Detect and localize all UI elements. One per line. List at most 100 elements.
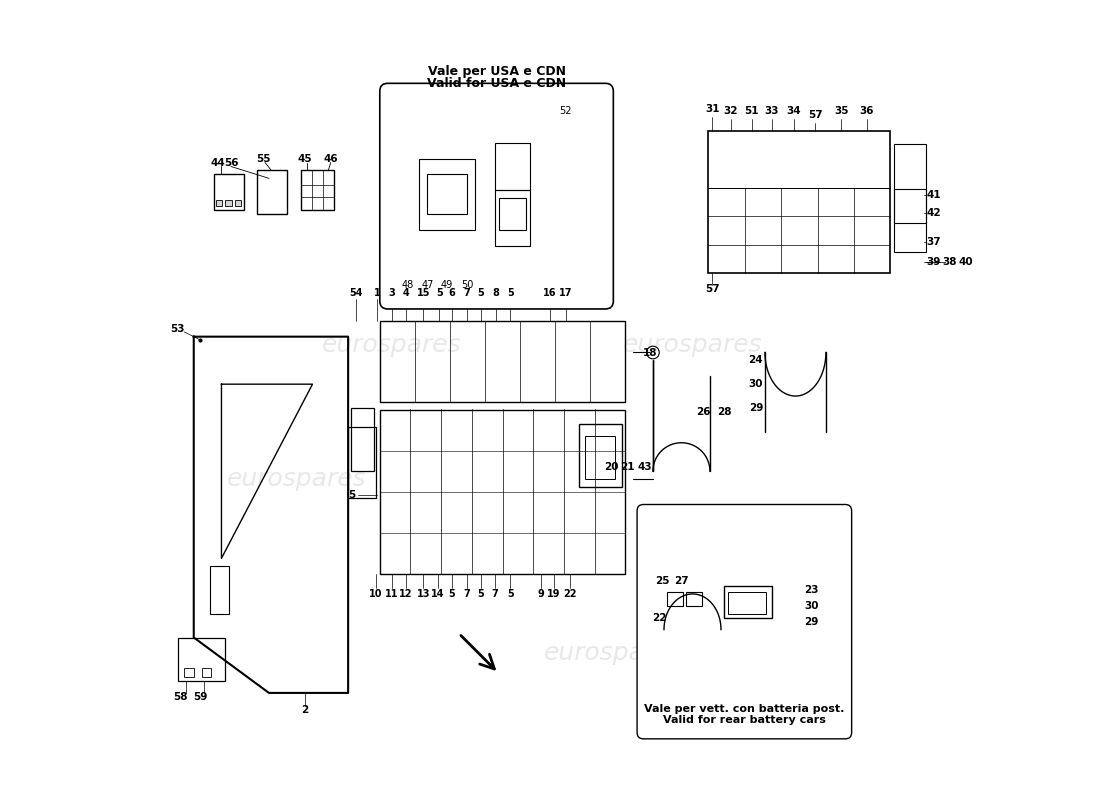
Text: 27: 27 — [674, 575, 689, 586]
Bar — [686, 591, 702, 606]
Text: 50: 50 — [461, 280, 473, 290]
Text: 18: 18 — [642, 347, 657, 358]
Text: 7: 7 — [463, 288, 471, 298]
Bar — [213, 174, 243, 210]
Text: 57: 57 — [807, 110, 823, 120]
Text: 54: 54 — [350, 288, 363, 298]
Text: 19: 19 — [547, 589, 561, 599]
Text: 42: 42 — [926, 209, 942, 218]
Bar — [379, 321, 625, 402]
Text: Vale per vett. con batteria post.: Vale per vett. con batteria post. — [645, 704, 845, 714]
Text: 30: 30 — [804, 601, 818, 611]
Bar — [724, 586, 772, 618]
Bar — [216, 200, 222, 206]
Text: 6: 6 — [449, 288, 455, 298]
Text: 14: 14 — [431, 589, 444, 599]
Text: 5: 5 — [477, 288, 484, 298]
Text: 3: 3 — [388, 288, 395, 298]
Text: 21: 21 — [620, 462, 635, 472]
Text: 10: 10 — [370, 589, 383, 599]
Bar — [728, 591, 766, 614]
Text: 4: 4 — [403, 288, 409, 298]
Text: 8: 8 — [493, 288, 499, 298]
Text: 29: 29 — [749, 403, 763, 413]
Text: 57: 57 — [705, 284, 719, 294]
Bar — [419, 158, 475, 230]
Bar — [894, 189, 926, 252]
Bar — [210, 566, 230, 614]
Text: eurospares: eurospares — [227, 467, 366, 491]
Bar — [585, 436, 615, 479]
Bar — [495, 142, 530, 190]
Text: 16: 16 — [543, 288, 557, 298]
Text: 56: 56 — [223, 158, 239, 167]
Bar — [379, 410, 625, 574]
Bar — [351, 408, 374, 471]
Text: 7: 7 — [492, 589, 498, 599]
Text: 49: 49 — [441, 280, 453, 290]
Text: 5: 5 — [507, 288, 514, 298]
Text: 48: 48 — [402, 280, 414, 290]
Text: 47: 47 — [421, 280, 433, 290]
Text: eurospares: eurospares — [322, 333, 462, 357]
FancyBboxPatch shape — [637, 505, 851, 739]
Text: 25: 25 — [656, 575, 670, 586]
Text: 24: 24 — [748, 355, 763, 366]
Text: 36: 36 — [859, 106, 873, 116]
Text: 5: 5 — [507, 589, 514, 599]
Text: 55: 55 — [256, 154, 271, 163]
Text: 29: 29 — [804, 617, 818, 626]
Text: 30: 30 — [749, 379, 763, 389]
Text: 9: 9 — [537, 589, 543, 599]
Text: 44: 44 — [210, 158, 224, 167]
Text: 38: 38 — [943, 257, 957, 267]
Bar — [668, 591, 683, 606]
Text: eurospares: eurospares — [543, 642, 683, 666]
Text: 37: 37 — [926, 237, 942, 247]
Bar — [201, 667, 211, 677]
Text: 33: 33 — [764, 106, 779, 116]
Text: 40: 40 — [958, 257, 972, 267]
Bar — [894, 144, 926, 223]
Text: 15: 15 — [417, 288, 430, 298]
Text: 31: 31 — [705, 104, 719, 114]
Bar — [708, 131, 890, 274]
Bar — [427, 174, 466, 214]
Bar — [226, 200, 232, 206]
Text: Vale per USA e CDN: Vale per USA e CDN — [428, 65, 565, 78]
Text: 2: 2 — [301, 706, 308, 715]
Bar — [235, 200, 241, 206]
Text: 13: 13 — [417, 589, 430, 599]
Text: 22: 22 — [563, 589, 576, 599]
Bar — [300, 170, 334, 210]
Text: 58: 58 — [173, 692, 187, 702]
Bar — [498, 198, 526, 230]
Text: 45: 45 — [297, 154, 312, 163]
Text: 17: 17 — [559, 288, 573, 298]
Text: 35: 35 — [834, 106, 848, 116]
Bar — [185, 667, 194, 677]
Text: 26: 26 — [696, 407, 711, 417]
Text: 59: 59 — [192, 692, 207, 702]
Text: 52: 52 — [560, 106, 572, 116]
Bar — [178, 638, 226, 681]
Bar — [348, 427, 376, 498]
Text: Valid for USA e CDN: Valid for USA e CDN — [427, 77, 566, 90]
Text: 51: 51 — [745, 106, 759, 116]
Text: 12: 12 — [399, 589, 412, 599]
Text: 11: 11 — [385, 589, 398, 599]
Text: 1: 1 — [374, 288, 381, 298]
Text: 53: 53 — [170, 324, 185, 334]
Text: 5: 5 — [349, 490, 355, 500]
Text: Valid for rear battery cars: Valid for rear battery cars — [663, 715, 826, 725]
Text: 39: 39 — [927, 257, 942, 267]
Text: 43: 43 — [638, 462, 652, 472]
Text: 20: 20 — [605, 462, 619, 472]
Text: 32: 32 — [724, 106, 738, 116]
Text: 28: 28 — [717, 407, 732, 417]
Text: eurospares: eurospares — [623, 333, 762, 357]
Bar — [257, 170, 287, 214]
Text: 5: 5 — [436, 288, 442, 298]
Text: 41: 41 — [926, 190, 942, 200]
Text: 5: 5 — [477, 589, 484, 599]
